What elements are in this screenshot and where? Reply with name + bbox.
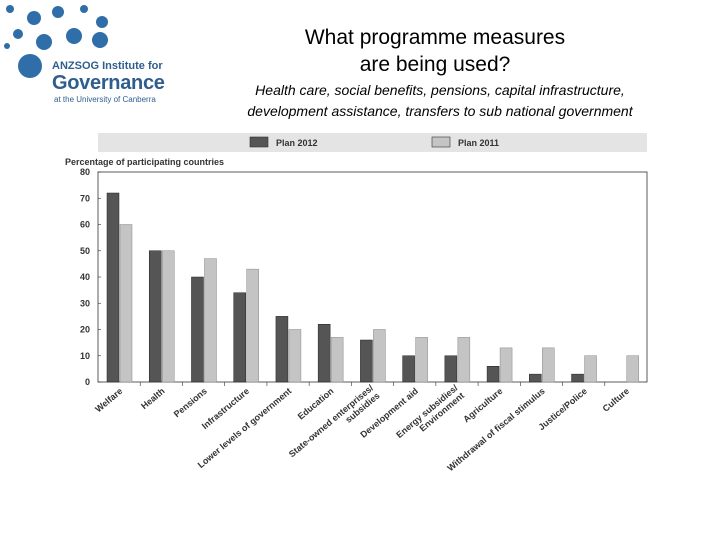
bar-plan-2011 xyxy=(119,224,133,383)
legend-band xyxy=(98,133,647,152)
bar-plan-2012 xyxy=(148,250,162,383)
bar-plan-2012 xyxy=(486,366,500,383)
x-tick-label-line: Health xyxy=(139,386,167,411)
page-title: What programme measures are being used? xyxy=(230,24,640,78)
bar-chart: Plan 2012 Plan 2011 Percentage of particip… xyxy=(65,133,648,473)
x-tick-label-line: Agriculture xyxy=(461,386,504,425)
bar-plan-2012 xyxy=(529,373,542,383)
x-tick-label-line: Welfare xyxy=(93,386,124,414)
bar-plan-2011 xyxy=(373,329,386,383)
bar-plan-2012 xyxy=(402,355,415,383)
bar-plan-2011 xyxy=(457,337,471,383)
bar-plan-2011 xyxy=(499,347,513,383)
x-tick-label: Agriculture xyxy=(461,386,504,425)
bar-plan-2012 xyxy=(191,276,204,383)
bar-plan-2011 xyxy=(330,337,344,383)
bar-plan-2011 xyxy=(288,329,302,383)
y-tick-label: 80 xyxy=(80,167,90,177)
legend-swatch-plan-2012 xyxy=(249,136,269,148)
logo-dots-icon xyxy=(4,5,108,78)
x-tick-label: Pensions xyxy=(172,386,209,419)
subtitle-line-2: development assistance, transfers to sub… xyxy=(247,103,633,119)
anzsog-logo xyxy=(4,5,108,78)
y-tick-label: 70 xyxy=(80,193,90,203)
subtitle-line-1: Health care, social benefits, pensions, … xyxy=(255,82,625,98)
y-tick-label: 20 xyxy=(80,325,90,335)
legend-label-plan-2011: Plan 2011 xyxy=(458,138,499,148)
title-line-2: are being used? xyxy=(359,53,511,76)
page-subtitle: Health care, social benefits, pensions, … xyxy=(205,80,675,122)
bar-plan-2012 xyxy=(106,192,120,383)
title-line-1: What programme measures xyxy=(304,26,566,49)
bar-plan-2011 xyxy=(246,268,259,383)
y-tick-label: 30 xyxy=(80,298,90,308)
bar-plan-2011 xyxy=(584,355,597,383)
x-tick-label: Culture xyxy=(601,386,632,414)
logo-line-1: ANZSOG Institute for xyxy=(52,60,163,72)
bar-plan-2012 xyxy=(275,316,289,383)
bar-plan-2012 xyxy=(233,292,246,383)
y-tick-label: 10 xyxy=(80,351,90,361)
x-tick-label: Health xyxy=(139,386,167,411)
x-tick-label: Welfare xyxy=(93,386,124,414)
bar-plan-2012 xyxy=(444,355,458,383)
logo-line-2: Governance xyxy=(52,72,165,94)
bar-plan-2011 xyxy=(204,258,217,383)
y-axis-label: Percentage of participating countries xyxy=(65,157,224,167)
y-tick-label: 60 xyxy=(80,220,90,230)
legend-label-plan-2012: Plan 2012 xyxy=(276,138,318,148)
bar-plan-2011 xyxy=(161,250,175,383)
bar-plan-2011 xyxy=(626,355,640,383)
bar-plan-2011 xyxy=(415,337,428,383)
x-tick-label-line: Culture xyxy=(601,386,632,414)
y-tick-label: 50 xyxy=(80,246,90,256)
bar-plan-2012 xyxy=(317,324,331,383)
y-tick-label: 0 xyxy=(85,377,90,387)
bar-plan-2011 xyxy=(542,347,555,383)
logo-line-3: at the University of Canberra xyxy=(54,95,156,104)
bar-plan-2012 xyxy=(571,373,584,383)
x-tick-label-line: Pensions xyxy=(172,386,209,419)
bar-plan-2012 xyxy=(360,339,373,383)
y-tick-label: 40 xyxy=(80,272,90,282)
legend-swatch-plan-2011 xyxy=(431,136,451,148)
